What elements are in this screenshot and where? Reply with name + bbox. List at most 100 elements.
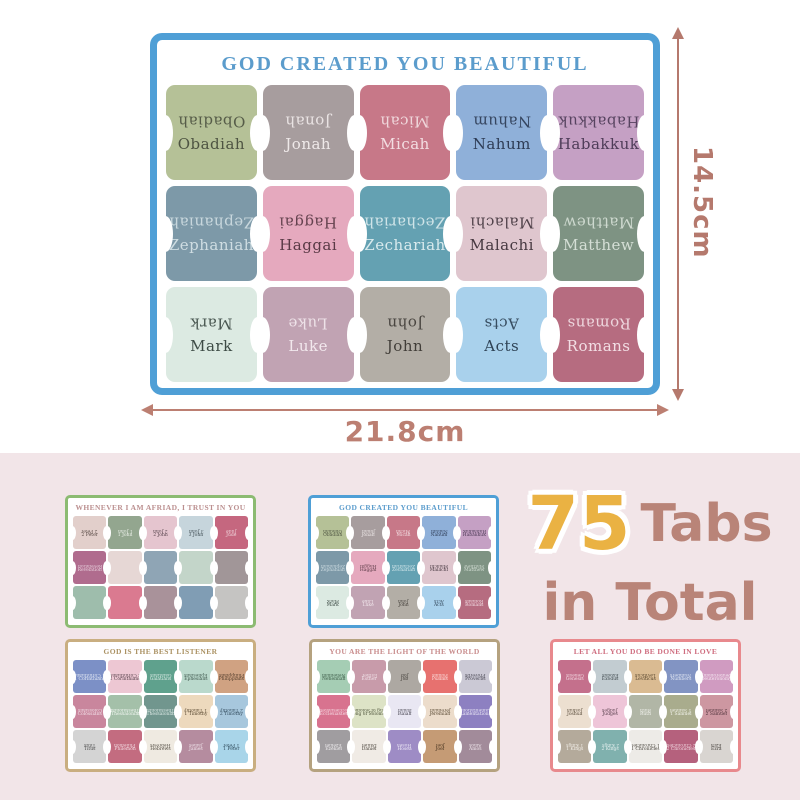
tab-notch [103, 595, 107, 610]
tab-label: Philippians [218, 676, 244, 682]
tab-notch [108, 525, 112, 540]
tab-label: Zephaniah [320, 567, 345, 573]
tab-label: Zechariah [364, 236, 446, 254]
tab-label-mirrored: 1 Timothy [184, 706, 208, 712]
tab-label: 2 Timothy [219, 711, 243, 717]
tab-notch [174, 704, 178, 719]
tab-notch [382, 739, 386, 754]
bible-tab-matthew: Matthew Matthew [545, 186, 652, 281]
tab-label: 1 Thessalonians [108, 711, 142, 717]
tab-notch [73, 525, 76, 540]
tab-notch [488, 560, 491, 575]
tab-label-mirrored: Nehemiah [321, 671, 346, 677]
tab-notch [143, 560, 147, 575]
tab-notch [593, 739, 597, 754]
tab-label: Galatians [149, 676, 172, 682]
tab-notch [209, 669, 213, 684]
bible-tab-ephesians: Ephesians Ephesians [179, 660, 213, 693]
tab-label: Mark [190, 337, 233, 355]
tab-notch [453, 739, 457, 754]
bible-tab-1-peter: 1 Peter 1 Peter [214, 730, 248, 763]
tab-label: James [189, 746, 203, 752]
bible-tab-obadiah: Obadiah Obadiah [158, 85, 265, 180]
tab-notch [138, 525, 142, 540]
tab-notch [417, 595, 421, 610]
tab-notch [699, 704, 703, 719]
tab-label-mirrored: Daniel [361, 741, 377, 747]
tab-notch [382, 669, 386, 684]
tab-label-mirrored: Lamentations [459, 706, 491, 712]
tab-notch [316, 525, 319, 540]
bible-tab-zechariah: Zechariah Zechariah [351, 186, 459, 281]
bible-tab-1-corinthians: 1 Corinthians 1 Corinthians [73, 660, 107, 693]
tab-notch [545, 215, 561, 252]
bible-tab-jonah: Jonah Jonah [351, 516, 385, 549]
tab-label: Leviticus [635, 676, 656, 682]
tab-label-mirrored: 1 Samuel [670, 706, 692, 712]
tab-notch [418, 739, 422, 754]
tab-label-mirrored: Jonah [361, 527, 375, 533]
blank-tab [214, 586, 248, 619]
tab-label-mirrored: 2 John [153, 527, 168, 533]
tab-label: Psalms [431, 676, 448, 682]
tab-label-mirrored: 2 Timothy [219, 706, 243, 712]
tab-sheet-whenever-i-am-afraid: WHENEVER I AM AFRIAD, I TRUST IN YOU 2 P… [65, 495, 256, 628]
tab-notch [73, 595, 76, 610]
tab-notch [103, 669, 107, 684]
tab-grid: 2 Peter 2 Peter 1 John 1 John 2 John 2 John 3 … [68, 516, 253, 619]
bible-tab-genesis: Genesis Genesis [558, 660, 592, 693]
tab-label-mirrored: 3 John [188, 527, 204, 533]
tab-label-mirrored: Hosea [397, 741, 412, 747]
tab-label-mirrored: John [386, 314, 424, 332]
bible-tab-micah: Micah Micah [386, 516, 421, 549]
tab-label: Song of Solomon [352, 711, 385, 717]
tabs-total-line1: 75 Tabs [528, 487, 773, 561]
tab-label-mirrored: Song of Solomon [352, 706, 385, 712]
tab-label-mirrored: 1 Peter [223, 741, 240, 747]
tab-notch [351, 525, 355, 540]
tab-label-mirrored: Zechariah [364, 213, 446, 231]
tab-label: Matthew [464, 567, 485, 573]
tab-notch [588, 669, 592, 684]
sheet-title: GOD IS THE BEST LISTENER [103, 647, 218, 656]
bible-tab-exodus: Exodus Exodus [593, 660, 627, 693]
tab-notch [179, 739, 183, 754]
tab-notch [452, 595, 456, 610]
tab-label: Luke [288, 337, 328, 355]
tab-notch [558, 669, 561, 684]
tab-grid: 1 Corinthians 1 Corinthians 2 Corinthians 2… [68, 660, 253, 763]
tab-label-mirrored: Ephesians [184, 671, 208, 677]
tab-label-mirrored: Mark [326, 597, 339, 603]
tab-notch [545, 316, 561, 353]
tab-label-mirrored: 2 Samuel [705, 706, 727, 712]
bible-tab-luke: Luke Luke [254, 287, 362, 382]
tab-notch [664, 704, 668, 719]
tab-label: Amos [469, 746, 482, 752]
tab-label-mirrored: Nahum [430, 527, 448, 533]
tab-notch [143, 704, 147, 719]
tab-label-mirrored: Luke [288, 314, 328, 332]
tab-notch [138, 739, 142, 754]
tab-notch [453, 669, 457, 684]
tab-notch [143, 739, 147, 754]
bible-tab-colossians: Colossians Colossians [73, 695, 107, 728]
blank-tab [179, 586, 213, 619]
tab-label: Esther [361, 676, 377, 682]
tab-notch [694, 704, 698, 719]
tab-label-mirrored: Philippians [218, 671, 244, 677]
tab-notch [423, 669, 427, 684]
tab-label: Hosea [397, 746, 412, 752]
bible-tab-acts: Acts Acts [422, 586, 456, 619]
bible-tab-haggai: Haggai Haggai [351, 551, 385, 584]
tab-notch [664, 739, 668, 754]
tab-notch [317, 669, 320, 684]
tab-label-mirrored: Psalms [431, 671, 448, 677]
tab-label-mirrored: 1 Corinthians [74, 671, 106, 677]
blank-tab [143, 586, 178, 619]
tab-notch [351, 114, 367, 151]
tab-notch [179, 669, 183, 684]
tab-notch [694, 739, 698, 754]
tab-notch [628, 739, 632, 754]
bible-tab-ecclesiastes: Ecclesiastes Ecclesiastes [317, 695, 351, 728]
tab-label-mirrored: 1 Kings [566, 741, 584, 747]
